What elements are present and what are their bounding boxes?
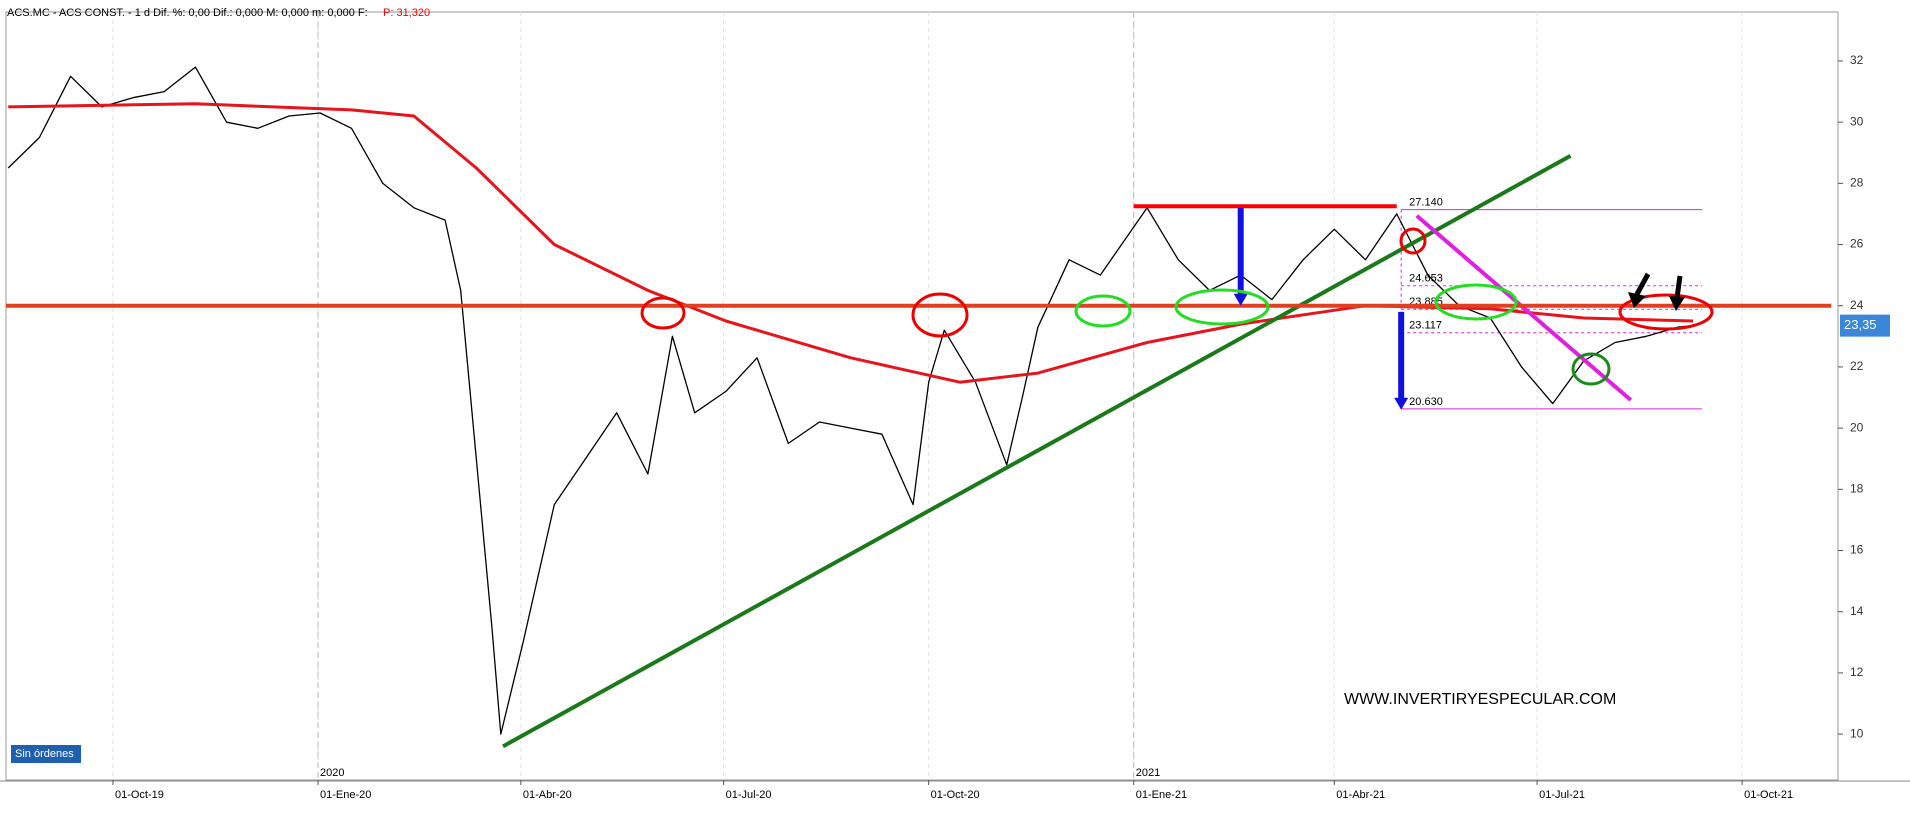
circle [911,292,969,338]
x-tick-label: 01-Ene-21 [1136,789,1187,801]
y-tick-label: 18 [1850,481,1864,495]
circle [640,296,686,330]
y-tick-label: 28 [1850,176,1864,190]
y-tick-label: 26 [1850,237,1864,251]
arrow [1633,272,1651,298]
fib-label: 27.140 [1409,197,1443,209]
watermark: WWW.INVERTIRYESPECULAR.COM [1344,691,1616,708]
x-tick-label: 01-Jul-20 [726,789,772,801]
year-label: 2020 [320,767,344,779]
circle [1074,294,1132,328]
status-badge [11,745,81,763]
year-label: 2021 [1136,767,1160,779]
circle [1399,227,1427,255]
arrow-head [1394,397,1409,410]
circle [1434,283,1518,321]
x-tick-label: 01-Jul-21 [1539,789,1585,801]
arrow-head [1669,296,1685,311]
chart-title: ACS.MC - ACS CONST. - 1 d Dif. %: 0,00 D… [7,7,368,19]
plot-frame [5,11,1839,781]
arrow [1674,275,1683,299]
y-tick-label: 32 [1850,53,1864,67]
x-tick-label: 01-Abr-21 [1336,789,1385,801]
x-tick-label: 01-Oct-20 [931,789,980,801]
fib-label: 20.630 [1409,396,1443,408]
last-price-box [1840,314,1890,337]
circle [1618,293,1714,331]
x-tick-label: 01-Oct-19 [115,789,164,801]
x-tick-label: 01-Ene-20 [320,789,371,801]
annotation-circles [640,227,1714,386]
circle [1571,352,1611,386]
x-tick-label: 01-Abr-20 [523,789,572,801]
chart-subtitle: P: 31,320 [383,7,430,19]
base-layer: 10 12 14 16 18 20 22 24 26 28 30 32 01-Oct-19 01-Ene-… [6,12,1890,801]
y-tick-label: 24 [1850,298,1864,312]
trendline [502,154,1572,749]
series-line [7,66,1694,735]
fib-label: 24.653 [1409,273,1443,285]
y-tick-label: 30 [1850,114,1864,128]
fib-label: 23.117 [1409,320,1442,332]
last-price-label: 23,35 [1844,317,1877,332]
trendline [1415,214,1633,402]
arrow-head [1628,292,1646,308]
y-tick-label: 22 [1850,359,1864,373]
status-text: Sin órdenes [15,748,74,760]
y-tick-label: 20 [1850,420,1864,434]
y-tick-label: 16 [1850,543,1864,557]
y-tick-label: 10 [1850,726,1864,740]
y-tick-label: 14 [1850,604,1864,618]
black-arrows [1628,272,1685,311]
arrow-head [1233,293,1248,306]
y-tick-label: 12 [1850,665,1864,679]
circle [1174,288,1270,326]
x-tick-label: 01-Oct-21 [1744,789,1793,801]
